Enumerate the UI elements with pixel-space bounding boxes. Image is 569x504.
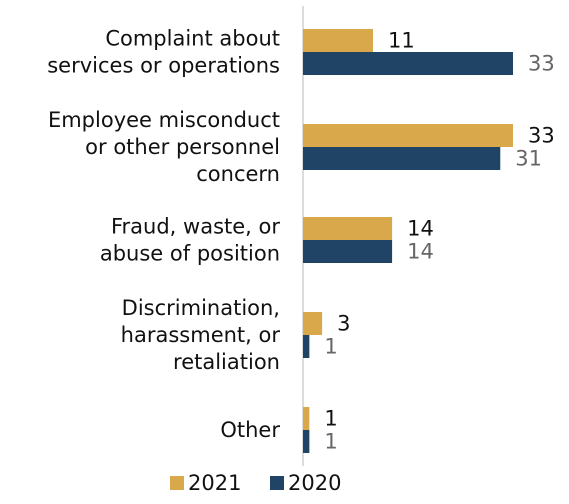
bar-2021 — [303, 407, 310, 430]
bar-2020 — [303, 52, 513, 75]
value-label-2020: 33 — [528, 52, 555, 76]
value-label-2021: 3 — [337, 312, 350, 336]
legend-swatch-2021 — [170, 476, 184, 490]
bar-2020 — [303, 335, 310, 358]
category-label: Discrimination, harassment, or retaliation — [121, 296, 281, 374]
value-label-2020: 1 — [324, 430, 337, 454]
value-label-2021: 14 — [407, 217, 434, 241]
bar-2021 — [303, 312, 323, 335]
legend: 2021 2020 — [170, 471, 341, 495]
value-label-2020: 1 — [324, 335, 337, 359]
bar-2020 — [303, 240, 393, 263]
labels-group: Complaint about services or operations113… — [47, 27, 555, 454]
value-label-2021: 11 — [388, 29, 415, 53]
bar-2021 — [303, 124, 513, 147]
value-label-2021: 33 — [528, 124, 555, 148]
bar-2021 — [303, 29, 373, 52]
category-label: Fraud, waste, or abuse of position — [100, 215, 281, 266]
category-label: Complaint about services or operations — [47, 27, 280, 78]
bars-group — [303, 29, 513, 453]
value-label-2020: 14 — [407, 240, 434, 264]
value-label-2020: 31 — [515, 147, 542, 171]
category-label: Other — [220, 418, 280, 442]
bar-2020 — [303, 147, 501, 170]
legend-label-2021: 2021 — [188, 471, 241, 495]
legend-label-2020: 2020 — [288, 471, 341, 495]
value-label-2021: 1 — [324, 407, 337, 431]
bar-2020 — [303, 430, 310, 453]
category-label: Employee misconduct or other personnel con… — [48, 108, 280, 186]
bar-2021 — [303, 217, 393, 240]
legend-swatch-2020 — [270, 476, 284, 490]
